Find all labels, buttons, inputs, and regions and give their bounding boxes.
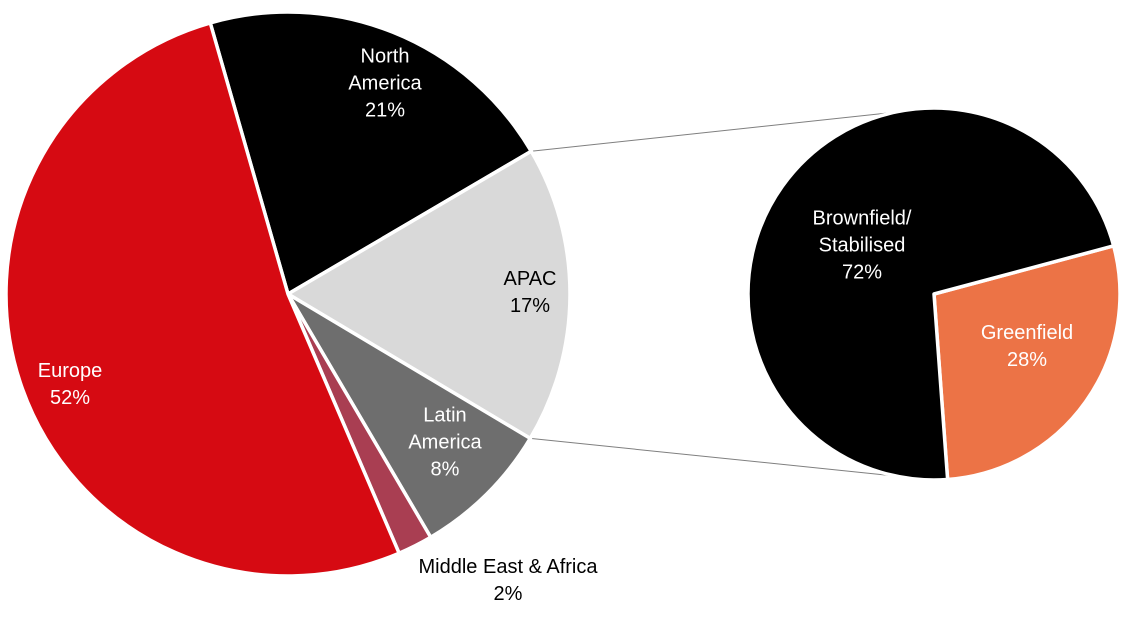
series-line-top: [531, 107, 935, 152]
pie-slice-north-america: [208, 10, 533, 296]
pie-slice-latin-america: [286, 292, 532, 539]
pie-slice-greenfield: [932, 244, 1122, 482]
series-line-bottom: [530, 437, 935, 481]
pie-slice-europe: [4, 21, 401, 578]
pie-slice-brownfield-stabilised: [746, 106, 1116, 482]
pie-slice-apac: [286, 149, 572, 441]
